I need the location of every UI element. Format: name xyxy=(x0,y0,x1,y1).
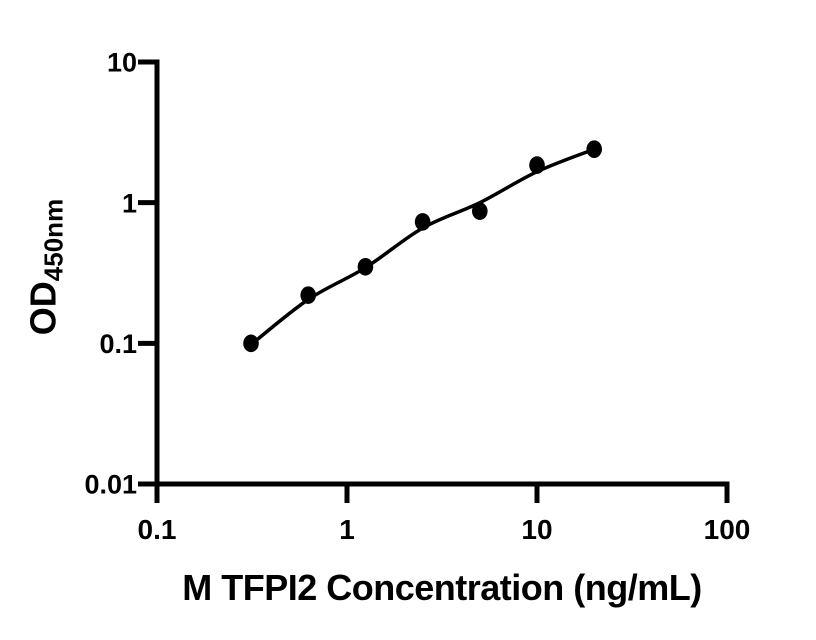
fit-curve xyxy=(249,147,595,346)
y-tick-label: 0.1 xyxy=(99,329,137,359)
data-point xyxy=(243,334,259,353)
data-point xyxy=(300,286,317,304)
y-axis-title-subscript: 450nm xyxy=(38,198,69,282)
x-tick-label: 100 xyxy=(704,514,751,545)
data-point xyxy=(414,213,431,231)
x-tick-label: 0.1 xyxy=(138,514,177,545)
y-tick-label: 0.01 xyxy=(84,470,137,500)
data-point xyxy=(357,258,374,276)
y-axis-title-main: OD xyxy=(22,281,64,336)
y-tick-label: 10 xyxy=(107,48,137,78)
y-tick-label: 1 xyxy=(122,188,137,218)
data-point xyxy=(586,140,602,158)
x-tick-label: 1 xyxy=(339,514,355,545)
data-point xyxy=(529,156,545,174)
data-point xyxy=(472,202,488,220)
y-axis-title: OD450nm xyxy=(23,199,70,335)
x-tick-label: 10 xyxy=(521,514,552,545)
x-axis-title: M TFPI2 Concentration (ng/mL) xyxy=(182,567,702,608)
